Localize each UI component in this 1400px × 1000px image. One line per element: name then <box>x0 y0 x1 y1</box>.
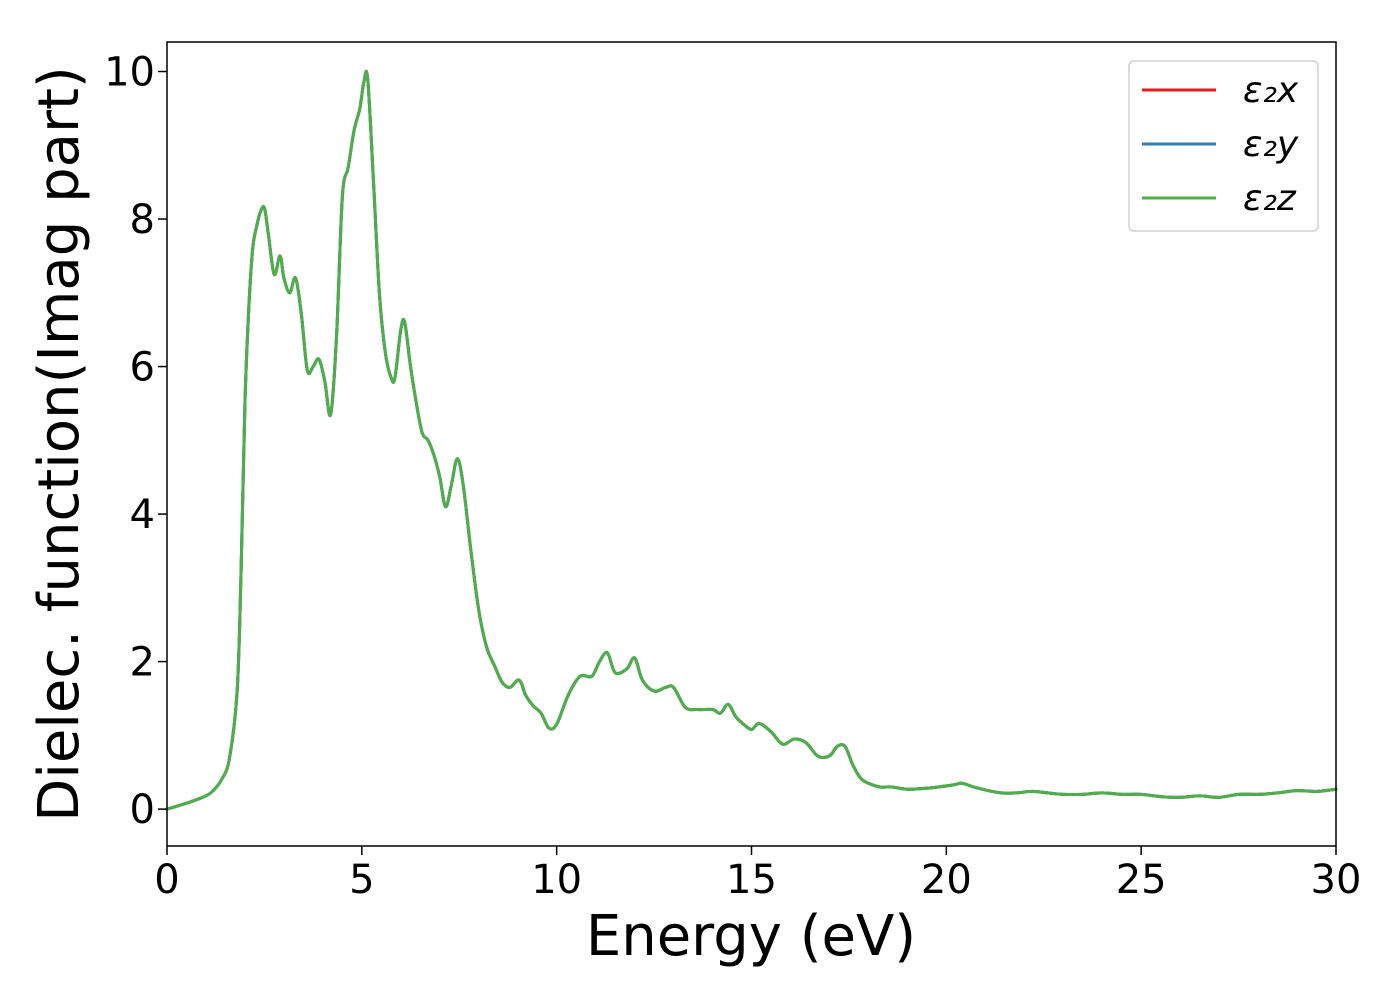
y-tick-label: 2 <box>130 640 155 686</box>
y-tick-label: 8 <box>130 197 155 243</box>
x-tick-label: 30 <box>1311 857 1362 903</box>
y-axis-label: Dielec. function(Imag part) <box>27 66 92 822</box>
y-tick-label: 4 <box>130 492 155 538</box>
x-axis-ticks: 0 5 10 15 20 25 30 <box>154 846 1361 903</box>
y-tick-label: 10 <box>104 50 155 96</box>
x-tick-label: 5 <box>349 857 374 903</box>
x-tick-label: 20 <box>921 857 972 903</box>
y-tick-label: 0 <box>130 787 155 833</box>
legend-label-3: ε₂z <box>1243 178 1297 219</box>
legend: ε₂x ε₂y ε₂z <box>1128 60 1319 232</box>
legend-label-2: ε₂y <box>1243 124 1299 165</box>
x-axis-label: Energy (eV) <box>586 904 916 969</box>
legend-frame <box>1128 60 1319 232</box>
series-line-3 <box>165 69 1338 811</box>
x-tick-label: 15 <box>726 857 777 903</box>
legend-label-1: ε₂x <box>1243 70 1299 111</box>
x-tick-label: 0 <box>154 857 179 903</box>
y-axis-ticks: 0 2 4 6 8 10 <box>104 50 167 833</box>
x-tick-label: 10 <box>531 857 582 903</box>
y-tick-label: 6 <box>130 345 155 391</box>
series-layer <box>165 69 1338 811</box>
x-tick-label: 25 <box>1116 857 1167 903</box>
